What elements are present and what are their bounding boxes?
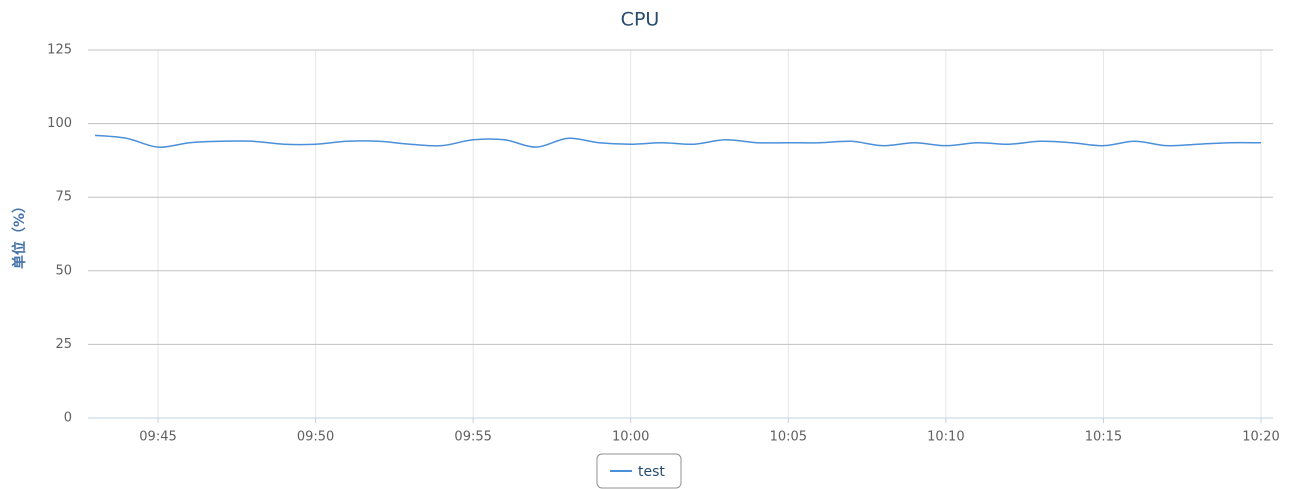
y-tick-label: 75: [55, 190, 72, 205]
legend-box: [596, 453, 682, 489]
x-tick-label: 10:15: [1085, 430, 1122, 445]
y-tick-label: 25: [55, 337, 72, 352]
y-tick-label: 125: [47, 43, 72, 58]
x-tick-label: 09:45: [139, 430, 176, 445]
x-tick-label: 09:50: [297, 430, 334, 445]
x-tick-label: 10:10: [927, 430, 964, 445]
legend-label: test: [638, 464, 665, 480]
y-tick-label: 100: [47, 116, 72, 131]
x-tick-label: 09:55: [454, 430, 491, 445]
data-line: [94, 134, 1262, 148]
x-tick-label: 10:05: [770, 430, 807, 445]
chart-title: CPU: [621, 9, 660, 31]
y-tick-label: 50: [55, 263, 72, 278]
x-tick-label: 10:20: [1242, 430, 1279, 445]
y-axis-label: 单位（%）: [11, 199, 28, 269]
x-tick-label: 10:00: [612, 430, 649, 445]
y-tick-label: 0: [64, 411, 72, 426]
legend: test: [596, 453, 682, 489]
